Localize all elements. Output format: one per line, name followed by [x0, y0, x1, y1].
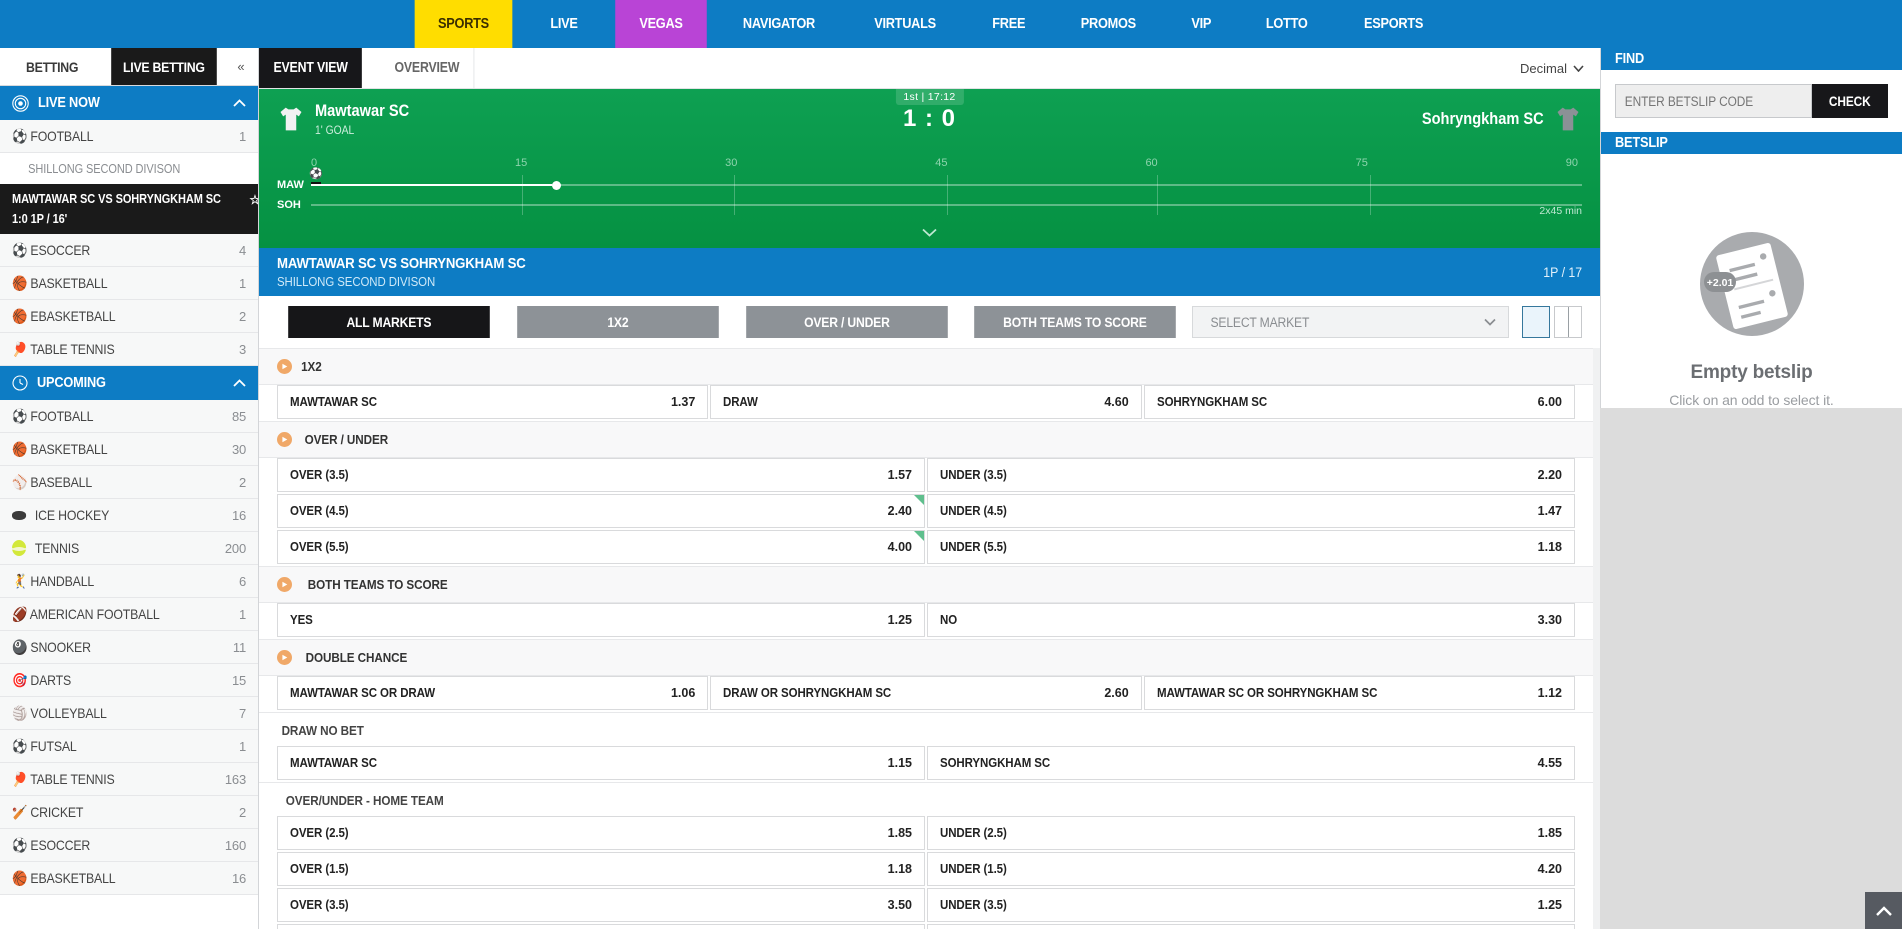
- svg-text:+2.01: +2.01: [1706, 277, 1733, 289]
